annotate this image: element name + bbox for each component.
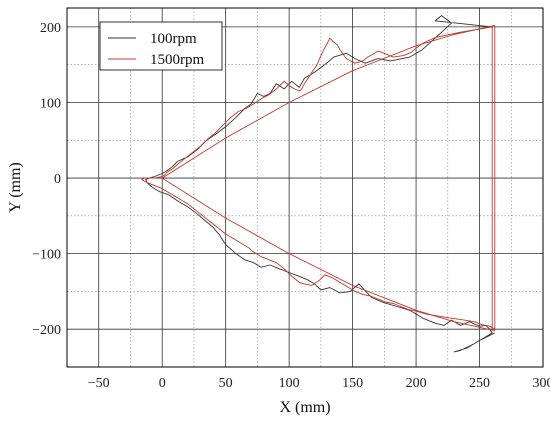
x-tick-label: 300	[533, 376, 550, 391]
series-line-1	[145, 15, 495, 353]
legend: 100rpm 1500rpm	[99, 21, 223, 71]
series-line-2	[141, 26, 496, 330]
legend-entry: 1500rpm	[150, 52, 204, 68]
series-line-4	[161, 177, 495, 332]
y-tick-label: 0	[54, 172, 61, 187]
tick-labels: −50 0 50 100 150 200 250 300 −200 −100 0 100 200	[32, 21, 550, 391]
x-axis-label: X (mm)	[279, 399, 330, 416]
series-group	[141, 15, 496, 353]
series-line-3	[161, 24, 495, 179]
legend-box	[99, 21, 223, 71]
y-tick-label: −100	[32, 248, 61, 263]
y-axis-label: Y (mm)	[7, 162, 24, 213]
y-tick-label: 100	[40, 96, 61, 111]
legend-entry: 100rpm	[150, 31, 197, 47]
x-tick-label: 150	[342, 376, 363, 391]
x-tick-label: −50	[88, 376, 110, 391]
x-tick-label: 50	[219, 376, 233, 391]
x-tick-label: 0	[159, 376, 166, 391]
y-tick-label: −200	[32, 323, 61, 338]
x-tick-label: 100	[279, 376, 300, 391]
x-tick-label: 200	[406, 376, 427, 391]
plot-frame	[66, 7, 544, 368]
x-tick-label: 250	[469, 376, 490, 391]
y-tick-label: 200	[40, 21, 61, 36]
